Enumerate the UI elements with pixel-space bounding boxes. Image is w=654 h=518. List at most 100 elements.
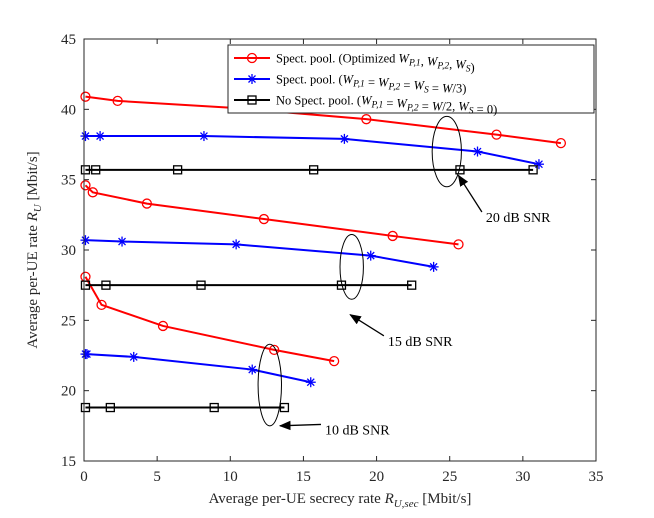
data-point-circle [112,95,123,107]
label-var: R [25,212,41,222]
y-tick-label: 20 [61,384,76,400]
asterisk-stroke [81,236,90,245]
legend-label-text: No Spect. pool. ( [276,94,361,108]
series-line-20-db-snr [80,131,544,170]
data-point-circle [328,355,340,367]
series-equal-split [80,131,544,388]
data-point-asterisk [80,235,91,246]
legend-math: W [427,55,439,69]
data-point-circle [269,344,280,356]
data-point-circle [80,91,91,102]
legend-math: W [442,82,454,96]
legend-sub: P,2 [388,83,401,93]
snr-group-ellipse [431,115,462,188]
data-point-square [309,165,319,175]
legend-entry: Spect. pool. (Optimized WP,1, WP,2, WS) [234,52,475,75]
data-point-asterisk [81,349,92,360]
legend-label-close: ) [462,82,466,96]
data-point-circle [157,320,169,332]
legend-sub: P,1 [408,59,421,69]
asterisk-stroke [248,75,256,83]
data-point-asterisk [198,131,209,142]
asterisk-stroke [199,132,208,141]
x-tick-label: 15 [296,469,311,485]
data-point-square [101,280,111,290]
data-point-asterisk [339,133,350,144]
data-point-asterisk [128,351,139,362]
legend-label: Spect. pool. (WP,1 = WP,2 = WS = W/3) [276,73,466,96]
series-line-15-db-snr [80,180,464,250]
label-sub: U [32,203,44,212]
legend-sub: P,1 [370,101,383,111]
legend-math: W [414,79,426,93]
legend-sub: P,2 [406,104,419,114]
data-point-square [279,402,290,413]
annotation-label: 10 dB SNR [325,423,390,438]
data-point-asterisk [533,159,544,170]
asterisk-stroke [340,134,349,143]
legend-math: W [343,73,355,87]
asterisk-stroke [81,132,90,141]
data-point-circle [246,52,258,64]
series-line-10-db-snr [80,402,290,413]
annotation-arrow [457,174,483,213]
annotation-10-db-snr: 10 dB SNR [257,343,390,438]
label-var: R [384,491,394,507]
legend-label: No Spect. pool. (WP,1 = WP,2 = W/2, WS =… [276,94,497,117]
legend-box [227,44,595,114]
legend-math: W [458,100,470,114]
data-point-square [105,402,115,413]
x-tick-label: 5 [153,469,161,485]
data-point-asterisk [117,236,128,247]
data-point-square [80,402,91,413]
legend-label-close: ) [471,61,475,75]
series-line-10-db-snr [80,349,316,388]
data-point-asterisk [365,250,376,261]
legend-math: /2, [442,100,458,114]
asterisk-stroke [306,378,315,387]
x-tick-label: 10 [223,469,238,485]
y-tick-label: 35 [61,173,76,189]
data-point-circle [555,137,567,149]
data-point-asterisk [247,364,258,375]
legend-math: , [449,58,455,72]
data-point-square [209,402,219,413]
legend-entry: Spect. pool. (WP,1 = WP,2 = WS = W/3) [234,73,466,96]
annotation-20-db-snr: 20 dB SNR [431,115,551,226]
legend-math: W [397,97,409,111]
data-point-square [247,95,257,105]
series-line-15-db-snr [80,280,417,290]
annotation-label: 15 dB SNR [388,335,453,350]
snr-annotations: 20 dB SNR 15 dB SNR 10 dB SNR [257,115,551,438]
data-point-asterisk [80,131,91,142]
x-tick-label: 25 [442,469,457,485]
asterisk-stroke [366,251,375,260]
legend-label-text: Spect. pool. ( [276,73,343,87]
series-line [84,184,459,246]
data-point-circle [387,230,398,242]
asterisk-stroke [129,352,138,361]
axes: 0 5 10 15 20 25 30 35 15 20 25 30 35 40 45 Average per-… [25,32,604,510]
legend-math: W [455,58,467,72]
annotation-arrow [278,420,322,431]
legend-math: , [421,55,427,69]
data-point-asterisk [428,261,439,272]
legend-entry: No Spect. pool. (WP,1 = WP,2 = W/2, WS =… [234,94,497,117]
data-point-circle [491,129,502,140]
annotation-arrow [349,314,385,337]
legend-sub: S [469,107,474,117]
x-tick-label: 20 [369,469,384,485]
series-line [85,95,562,145]
legend-sub: S [466,65,471,75]
legend-math: = [429,82,442,96]
data-point-circle [361,114,372,125]
data-point-circle [453,239,464,250]
x-tick-label: 30 [515,469,530,485]
data-point-square [80,280,91,290]
data-point-asterisk [95,131,106,142]
label-text: Average per-UE rate [25,221,41,348]
y-tick-label: 40 [61,102,76,118]
data-point-square [80,165,91,175]
data-point-asterisk [305,377,316,388]
